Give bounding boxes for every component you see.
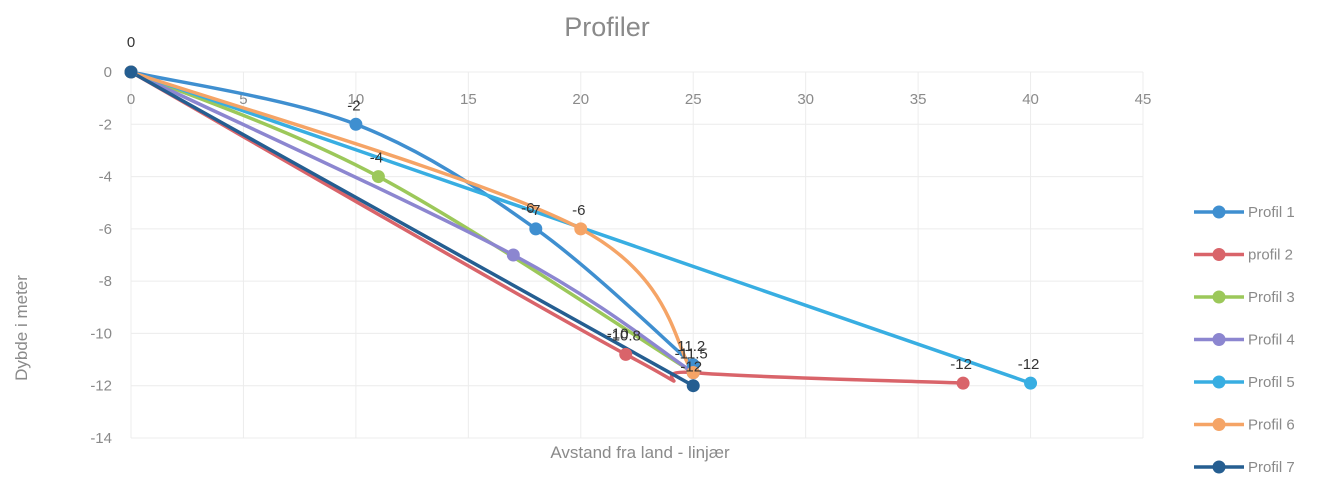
- origin-data-label: 0: [127, 34, 135, 51]
- legend-marker: [1212, 333, 1226, 346]
- data-label: -12: [680, 359, 702, 376]
- legend-label: Profil 7: [1248, 459, 1295, 476]
- x-tick-label: 10: [348, 91, 365, 108]
- data-label: 11.2: [677, 338, 705, 355]
- y-tick-label: -4: [99, 169, 112, 186]
- legend-label: profil 2: [1248, 247, 1293, 264]
- series-line-1: [129, 70, 695, 367]
- legend-entry: Profil 4: [1194, 332, 1295, 349]
- data-point: [371, 170, 385, 184]
- legend: Profil 1 profil 2 Profil 3 Profil 4 Profil 5…: [1194, 204, 1295, 476]
- x-tick-label: 30: [797, 91, 814, 108]
- legend-label: Profil 4: [1248, 332, 1295, 349]
- legend-label: Profil 3: [1248, 289, 1295, 306]
- legend-entry: profil 2: [1194, 247, 1293, 264]
- data-label: -4: [370, 150, 383, 167]
- gridlines: [130, 71, 1144, 439]
- y-axis-title: Dybde i meter: [12, 275, 31, 381]
- data-label: -7: [527, 202, 540, 219]
- legend-marker: [1212, 460, 1226, 474]
- data-label: -12: [950, 356, 972, 373]
- x-tick-label: 20: [572, 91, 589, 108]
- legend-label: Profil 1: [1248, 204, 1295, 221]
- series-line-6: [129, 70, 695, 375]
- data-label: -2: [347, 97, 360, 114]
- x-tick-label: 15: [460, 91, 477, 108]
- x-tick-label: 0: [127, 91, 135, 108]
- data-point: [619, 347, 633, 361]
- legend-marker: [1212, 248, 1226, 261]
- series-line-2: [129, 70, 965, 385]
- legend-entry: Profil 3: [1194, 289, 1295, 306]
- y-tick-label: 0: [104, 64, 112, 81]
- x-tick-label: 5: [239, 91, 247, 108]
- data-point: [956, 376, 970, 390]
- data-point: [1024, 376, 1038, 390]
- series-line-4: [129, 70, 695, 375]
- data-labels: -2-711.2-10.8-12-4-11.5-12-6-12-6-10: [347, 97, 1039, 375]
- data-label: -10.8: [607, 327, 641, 344]
- data-point: [686, 366, 700, 380]
- data-point: [124, 65, 138, 79]
- data-point: [349, 117, 363, 131]
- y-axis-ticks: 0 -2 -4 -6 -8 -10 -12 -14: [90, 64, 112, 447]
- series-line-7: [129, 70, 695, 388]
- legend-marker: [1212, 290, 1226, 304]
- y-tick-label: -12: [90, 378, 112, 395]
- data-point: [574, 222, 588, 236]
- data-label: -12: [1018, 356, 1040, 373]
- x-tick-label: 35: [910, 91, 927, 108]
- y-tick-label: -14: [90, 430, 112, 447]
- legend-entry: Profil 5: [1194, 374, 1295, 391]
- legend-label: Profil 6: [1248, 417, 1295, 434]
- legend-entry: Profil 1: [1194, 204, 1295, 221]
- legend-entry: Profil 7: [1194, 459, 1295, 476]
- y-tick-label: -8: [99, 273, 112, 290]
- y-tick-label: -6: [99, 221, 112, 238]
- legend-entry: Profil 6: [1194, 417, 1295, 434]
- legend-marker: [1212, 418, 1226, 431]
- series-points: [124, 65, 1038, 393]
- chart-title: Profiler: [564, 12, 650, 42]
- legend-marker: [1212, 205, 1226, 219]
- y-tick-label: -10: [90, 325, 112, 342]
- x-axis-title: Avstand fra land - linjær: [550, 443, 730, 462]
- y-tick-label: -2: [99, 116, 112, 133]
- data-point: [529, 222, 543, 236]
- x-axis-ticks: 0 5 10 15 20 25 30 35 40 45: [127, 91, 1152, 108]
- x-tick-label: 45: [1135, 91, 1152, 108]
- data-point: [506, 248, 520, 262]
- x-tick-label: 40: [1022, 91, 1039, 108]
- data-label: -6: [572, 202, 585, 219]
- series-line-3: [129, 70, 695, 375]
- legend-label: Profil 5: [1248, 374, 1295, 391]
- data-label: -6: [521, 200, 534, 217]
- legend-marker: [1212, 375, 1226, 389]
- data-label: -10: [607, 325, 629, 342]
- data-point: [686, 379, 700, 393]
- data-label: -11.5: [675, 346, 708, 363]
- x-tick-label: 25: [685, 91, 702, 108]
